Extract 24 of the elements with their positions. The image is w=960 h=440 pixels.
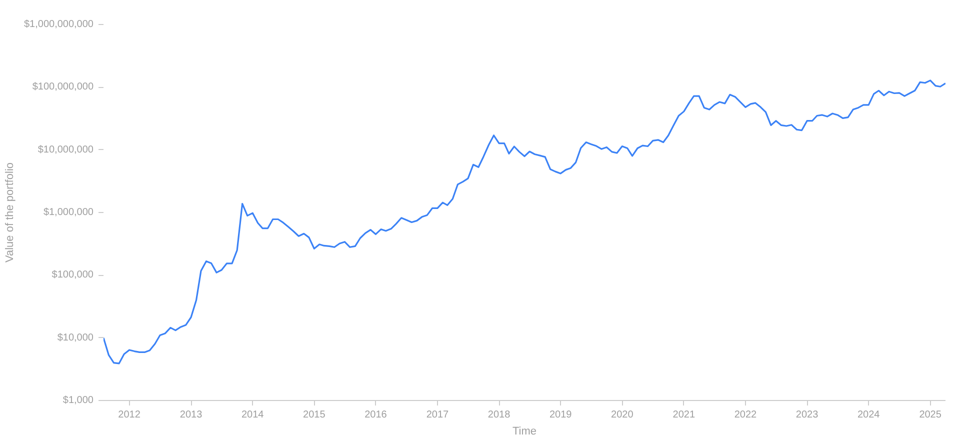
x-tick-label: 2025 [919,410,942,420]
x-tick-label: 2015 [303,410,326,420]
x-tick-label: 2012 [118,410,141,420]
x-tick-label: 2016 [364,410,388,420]
y-axis-title: Value of the portfolio [4,162,16,263]
x-tick-label: 2024 [857,410,880,420]
y-tick-label: $10,000,000 [38,144,94,156]
x-tick-label: 2018 [488,410,511,420]
y-tick-label: $1,000 [62,395,94,406]
x-tick-label: 2022 [734,410,758,420]
x-axis-title: Time [512,426,537,438]
y-tick-label: $10,000 [57,332,94,344]
x-tick-label: 2017 [426,410,450,420]
y-tick-label: $1,000,000 [43,207,94,218]
y-tick-label: $100,000,000 [32,82,94,93]
x-tick-label: 2014 [241,410,264,420]
y-tick-label: $100,000 [52,270,94,281]
y-tick-label: $1,000,000,000 [24,19,94,30]
x-tick-label: 2013 [180,410,203,420]
x-tick-label: 2021 [672,410,696,420]
x-tick-label: 2019 [549,410,572,420]
x-tick-label: 2020 [611,410,634,420]
x-tick-label: 2023 [796,410,819,420]
line-series [104,80,946,364]
